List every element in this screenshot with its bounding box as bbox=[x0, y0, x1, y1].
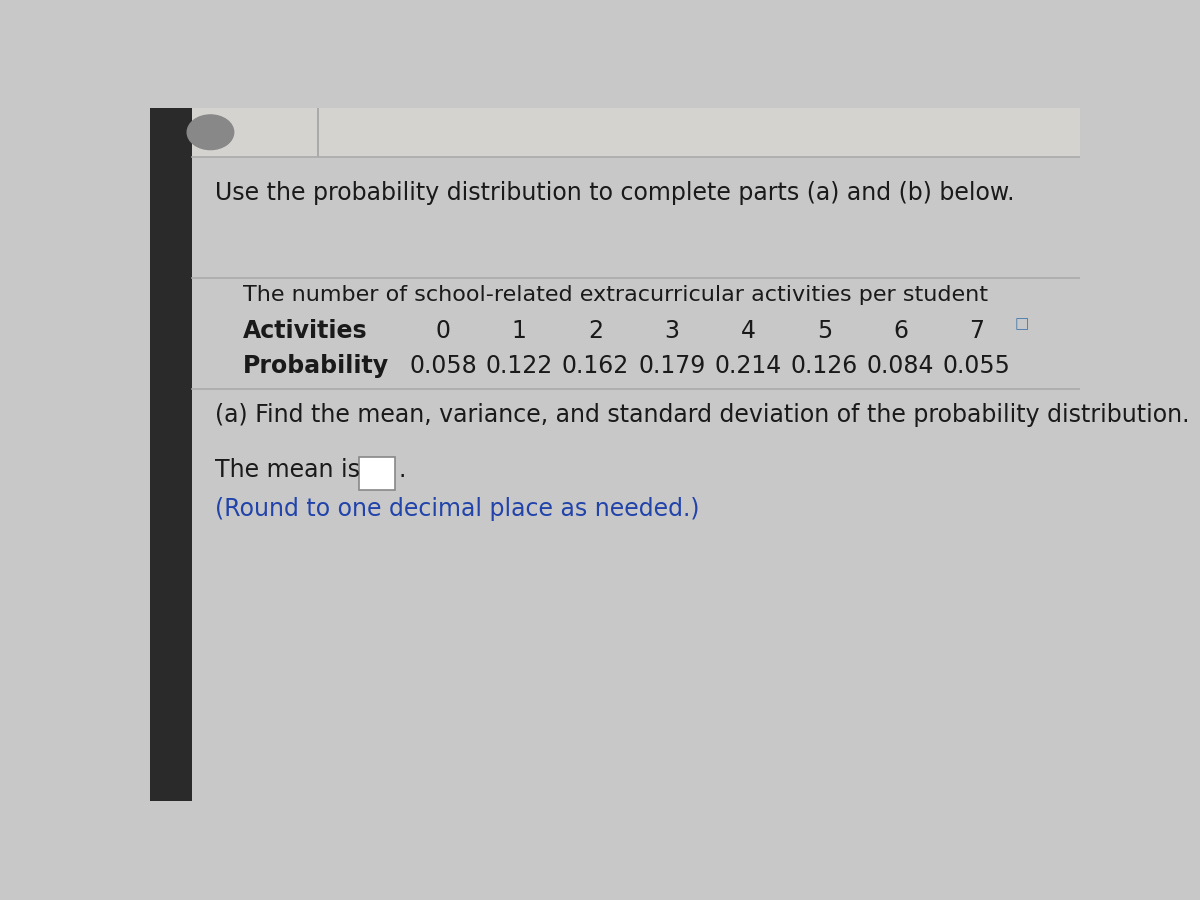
Text: 0.084: 0.084 bbox=[866, 354, 935, 378]
Text: Activities: Activities bbox=[242, 320, 367, 344]
Text: 0.055: 0.055 bbox=[943, 354, 1010, 378]
Text: 6: 6 bbox=[893, 320, 908, 344]
Text: □: □ bbox=[1014, 317, 1028, 331]
Bar bbox=[150, 108, 192, 801]
Text: 3: 3 bbox=[665, 320, 679, 344]
Text: 7: 7 bbox=[970, 320, 984, 344]
Text: 4: 4 bbox=[740, 320, 756, 344]
Text: 0.122: 0.122 bbox=[486, 354, 553, 378]
Text: The number of school-related extracurricular activities per student: The number of school-related extracurric… bbox=[242, 284, 988, 305]
Text: The mean is: The mean is bbox=[215, 458, 360, 482]
Circle shape bbox=[187, 115, 234, 149]
Text: 0.179: 0.179 bbox=[638, 354, 706, 378]
Text: 0.162: 0.162 bbox=[562, 354, 629, 378]
Text: (a) Find the mean, variance, and standard deviation of the probability distribut: (a) Find the mean, variance, and standar… bbox=[215, 402, 1189, 427]
Text: 1: 1 bbox=[511, 320, 527, 344]
Text: 0.214: 0.214 bbox=[714, 354, 781, 378]
Text: .: . bbox=[398, 458, 406, 482]
Bar bbox=[317, 108, 319, 157]
Text: 5: 5 bbox=[817, 320, 832, 344]
Text: Use the probability distribution to complete parts (a) and (b) below.: Use the probability distribution to comp… bbox=[215, 181, 1015, 205]
Text: 0.126: 0.126 bbox=[791, 354, 858, 378]
Text: 0.058: 0.058 bbox=[409, 354, 476, 378]
Text: 0: 0 bbox=[436, 320, 450, 344]
Text: Probability: Probability bbox=[242, 354, 389, 378]
Bar bbox=[192, 108, 1080, 157]
Bar bbox=[359, 456, 395, 490]
Text: 2: 2 bbox=[588, 320, 602, 344]
Text: (Round to one decimal place as needed.): (Round to one decimal place as needed.) bbox=[215, 498, 700, 521]
